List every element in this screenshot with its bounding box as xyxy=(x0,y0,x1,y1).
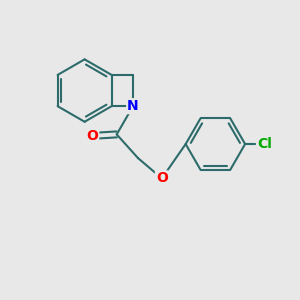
Text: O: O xyxy=(86,129,98,143)
Text: O: O xyxy=(156,171,168,185)
Text: Cl: Cl xyxy=(257,137,272,151)
Text: N: N xyxy=(127,99,139,113)
